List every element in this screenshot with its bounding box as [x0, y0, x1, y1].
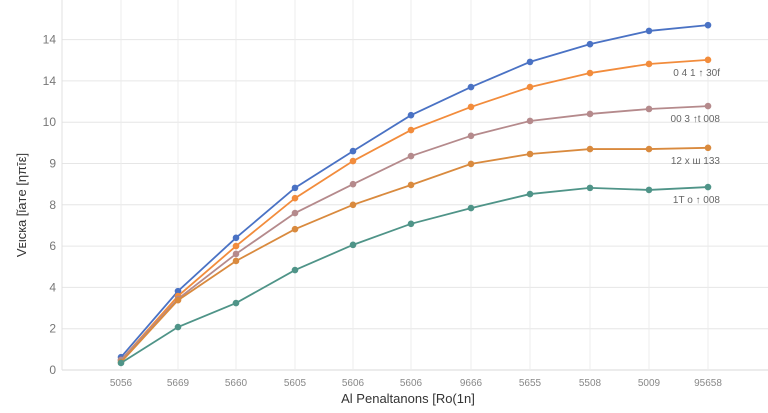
series-line [120, 24, 709, 358]
x-tick-label: 5605 [284, 378, 307, 389]
x-tick-label: 5669 [167, 378, 190, 389]
x-tick-labels: 5056 5669 5660 5605 5606 5606 9666 5655 5508 5009… [110, 378, 722, 389]
data-point [586, 145, 594, 153]
data-point [232, 299, 240, 307]
x-tick-label: 5606 [342, 378, 365, 389]
data-point [349, 241, 357, 249]
series-end-label: 1T o ↑ 008 [673, 195, 721, 206]
data-point [704, 21, 712, 29]
data-point [586, 40, 594, 48]
data-point [407, 181, 415, 189]
y-tick-label: 8 [49, 198, 56, 212]
data-point [704, 56, 712, 64]
data-point [117, 359, 125, 367]
data-point [407, 152, 415, 160]
data-point [467, 204, 475, 212]
data-point [645, 145, 653, 153]
data-point [526, 117, 534, 125]
data-point [349, 180, 357, 188]
series-end-label: 12 x ш 133 [671, 156, 721, 167]
data-point [407, 126, 415, 134]
x-tick-label: 5508 [579, 378, 602, 389]
data-point [349, 147, 357, 155]
series-lines: 0 4 1 ↑ 30f 00 3 ↑t 008 12 x ш 133 1T o ↑ 0… [117, 21, 721, 367]
series-0 [117, 21, 712, 361]
series-end-label: 0 4 1 ↑ 30f [673, 68, 720, 79]
x-axis-label: Al Penaltanons [Ro(1n] [341, 391, 475, 406]
grid [61, 0, 768, 371]
data-point [704, 102, 712, 110]
y-tick-label: 14 [43, 33, 57, 47]
data-point [291, 225, 299, 233]
data-point [645, 186, 653, 194]
data-point [704, 144, 712, 152]
series-2: 00 3 ↑t 008 [117, 102, 721, 364]
x-tick-label: 5655 [519, 378, 542, 389]
data-point [704, 183, 712, 191]
data-point [174, 296, 182, 304]
data-point [645, 27, 653, 35]
data-point [586, 184, 594, 192]
y-tick-label: 6 [49, 239, 56, 253]
y-tick-label: 14 [43, 74, 57, 88]
series-line [120, 146, 709, 363]
data-point [586, 110, 594, 118]
data-point [232, 257, 240, 265]
y-tick-label: 4 [49, 280, 56, 294]
data-point [526, 190, 534, 198]
series-3: 12 x ш 133 [117, 144, 721, 366]
data-point [586, 69, 594, 77]
data-point [467, 103, 475, 111]
data-point [526, 58, 534, 66]
data-point [232, 250, 240, 258]
data-point [467, 160, 475, 168]
x-tick-label: 5009 [638, 378, 661, 389]
data-point [645, 105, 653, 113]
data-point [407, 220, 415, 228]
data-point [291, 194, 299, 202]
x-tick-label: 9666 [460, 378, 483, 389]
series-line [120, 105, 709, 361]
x-tick-label: 5606 [400, 378, 423, 389]
y-axis-label: Vᴇιcкa [ǐaтe [ηπīε] [14, 153, 29, 257]
series-4: 1T o ↑ 008 [117, 183, 721, 367]
data-point [291, 184, 299, 192]
y-tick-label: 10 [43, 115, 57, 129]
data-point [174, 287, 182, 295]
data-point [467, 83, 475, 91]
data-point [526, 150, 534, 158]
data-point [291, 266, 299, 274]
series-end-label: 00 3 ↑t 008 [671, 114, 721, 125]
data-point [232, 242, 240, 250]
y-tick-label: 0 [49, 363, 56, 377]
x-tick-label: 5660 [225, 378, 248, 389]
data-point [349, 157, 357, 165]
data-point [645, 60, 653, 68]
data-point [407, 111, 415, 119]
data-point [232, 234, 240, 242]
data-point [526, 83, 534, 91]
y-tick-label: 2 [49, 322, 56, 336]
series-1: 0 4 1 ↑ 30f [117, 56, 720, 364]
data-point [467, 132, 475, 140]
y-tick-labels: 0 2 4 6 8 9 10 14 14 [43, 33, 57, 377]
x-tick-label: 95658 [694, 378, 722, 389]
data-point [349, 201, 357, 209]
y-tick-label: 9 [49, 157, 56, 171]
data-point [174, 323, 182, 331]
data-point [291, 209, 299, 217]
x-tick-label: 5056 [110, 378, 133, 389]
